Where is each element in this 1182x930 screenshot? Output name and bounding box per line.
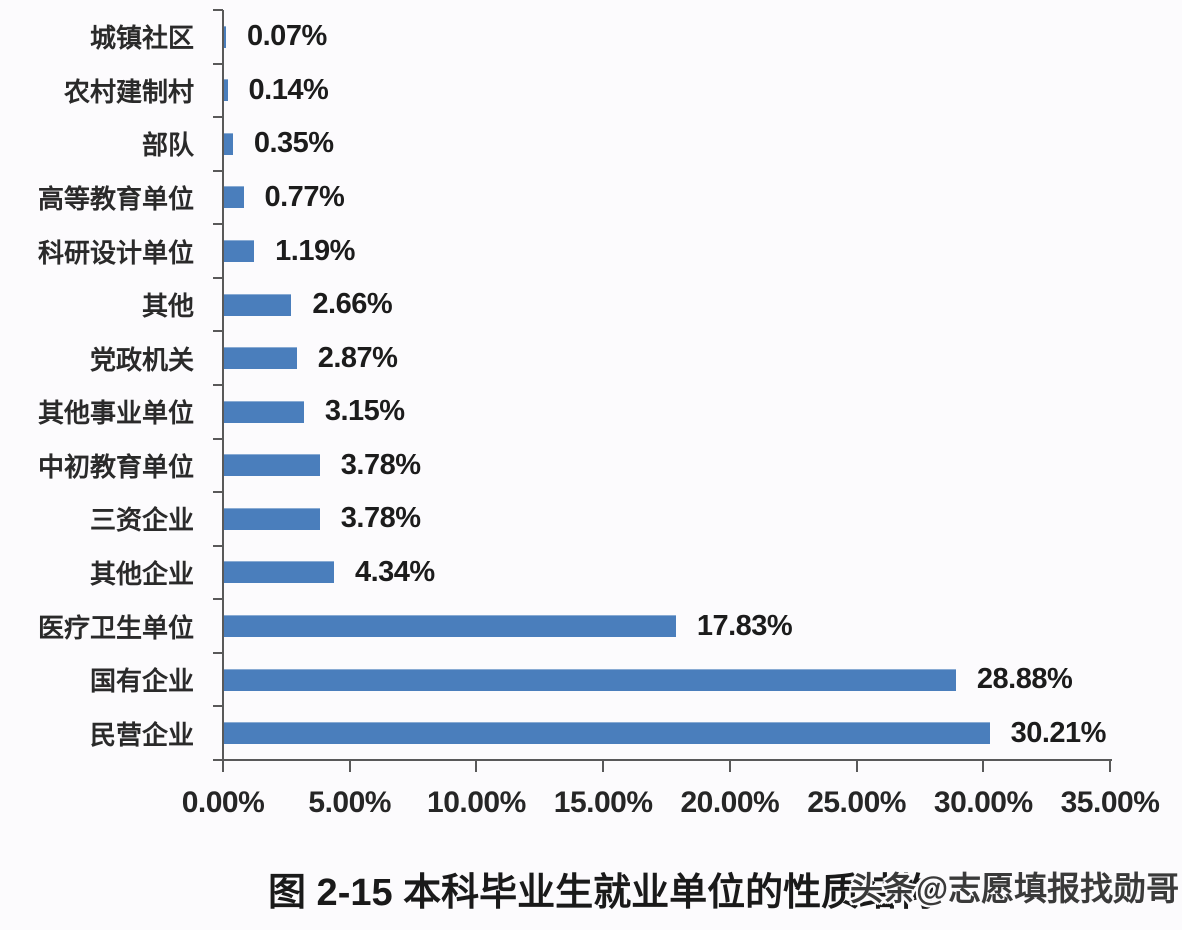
y-axis-tick	[213, 651, 223, 654]
bar-row: 国有企业 28.88%	[0, 653, 1112, 707]
x-axis-tick	[1109, 761, 1111, 772]
y-axis-tick	[213, 223, 223, 226]
category-label: 其他	[141, 291, 194, 322]
x-tick-label: 35.00%	[1060, 786, 1160, 819]
bar	[224, 132, 233, 155]
bar	[224, 507, 320, 530]
x-tick-label: 25.00%	[807, 786, 906, 819]
bar-row: 农村建制村 0.14%	[0, 64, 1112, 118]
x-tick-label: 30.00%	[933, 786, 1033, 819]
bar	[224, 615, 676, 638]
value-label: 3.78%	[340, 448, 421, 481]
x-tick-label: 0.00%	[181, 786, 265, 819]
y-axis-tick	[213, 116, 223, 119]
bar-row: 民营企业 30.21%	[0, 706, 1112, 760]
y-axis-tick	[213, 705, 223, 708]
bar	[224, 454, 320, 477]
value-label: 3.78%	[340, 502, 421, 535]
bar	[224, 293, 292, 316]
bar-row: 其他事业单位 3.15%	[0, 385, 1112, 439]
value-label: 0.07%	[247, 20, 327, 53]
y-axis-tick	[213, 169, 223, 172]
bar-row: 党政机关 2.87%	[0, 331, 1112, 385]
category-label: 民营企业	[89, 719, 194, 750]
category-label: 科研设计单位	[37, 237, 194, 268]
category-label: 三资企业	[89, 505, 194, 536]
value-label: 17.83%	[696, 609, 793, 642]
bar	[224, 561, 334, 584]
bar-row: 城镇社区 0.07%	[0, 10, 1112, 64]
bar	[224, 668, 956, 691]
x-axis-tick	[728, 761, 731, 772]
y-axis-tick	[213, 9, 223, 11]
value-label: 4.34%	[354, 555, 435, 588]
x-axis-tick	[348, 761, 351, 772]
bar-row: 高等教育单位 0.77%	[0, 171, 1112, 225]
bar	[224, 347, 297, 370]
value-label: 28.88%	[976, 663, 1073, 696]
x-axis-tick	[602, 761, 605, 772]
y-axis-tick	[213, 330, 223, 333]
y-axis-tick	[213, 62, 223, 65]
value-label: 2.87%	[317, 341, 398, 374]
bar-row: 三资企业 3.78%	[0, 492, 1112, 546]
y-axis-tick	[213, 491, 223, 494]
x-tick-label: 20.00%	[680, 786, 780, 819]
x-axis-tick	[855, 761, 858, 772]
category-label: 国有企业	[89, 666, 194, 697]
value-label: 0.14%	[248, 73, 329, 106]
y-axis-tick	[213, 544, 223, 547]
category-label: 中初教育单位	[37, 451, 194, 482]
category-label: 部队	[141, 130, 194, 161]
bar	[224, 25, 226, 48]
value-label: 30.21%	[1010, 716, 1107, 749]
x-tick-label: 10.00%	[427, 786, 526, 819]
x-tick-label: 5.00%	[308, 786, 391, 819]
x-tick-label: 15.00%	[553, 786, 653, 819]
bar	[224, 79, 228, 102]
x-axis-line	[222, 759, 1112, 761]
bar	[224, 240, 255, 263]
bar-row: 其他企业 4.34%	[0, 546, 1112, 600]
chart-title: 图 2-15 本科毕业生就业单位的性质结构	[268, 872, 936, 914]
bar	[224, 400, 304, 423]
x-axis-tick	[982, 761, 985, 772]
x-axis-tick	[475, 761, 478, 772]
y-axis-tick	[213, 759, 223, 761]
bar-row: 中初教育单位 3.78%	[0, 439, 1112, 493]
bar-row: 其他 2.66%	[0, 278, 1112, 332]
bar-row: 部队 0.35%	[0, 117, 1112, 171]
value-label: 3.15%	[324, 395, 405, 428]
category-label: 医疗卫生单位	[37, 612, 194, 643]
y-axis-tick	[213, 437, 223, 440]
y-axis-tick	[213, 598, 223, 601]
value-label: 0.77%	[264, 180, 345, 213]
value-label: 1.19%	[275, 234, 355, 267]
bar	[224, 722, 990, 745]
y-axis-line	[222, 10, 224, 761]
category-label: 党政机关	[89, 344, 194, 375]
value-label: 0.35%	[253, 127, 334, 160]
value-label: 2.66%	[312, 288, 393, 321]
plot-area: 城镇社区 0.07% 农村建制村 0.14% 部队 0.35% 高等教育单位 0.77% 科研设…	[0, 9, 1160, 819]
bar-row: 医疗卫生单位 17.83%	[0, 599, 1112, 653]
bar	[224, 186, 244, 209]
watermark: 头条@志愿填报找勋哥	[850, 870, 1180, 907]
category-label: 城镇社区	[89, 23, 194, 54]
category-label: 高等教育单位	[37, 183, 194, 214]
category-label: 农村建制村	[63, 76, 194, 107]
category-label: 其他企业	[89, 558, 194, 589]
x-axis-tick	[222, 761, 224, 772]
category-label: 其他事业单位	[37, 398, 194, 429]
y-axis-tick	[213, 276, 223, 279]
bar-row: 科研设计单位 1.19%	[0, 224, 1112, 278]
y-axis-tick	[213, 384, 223, 386]
